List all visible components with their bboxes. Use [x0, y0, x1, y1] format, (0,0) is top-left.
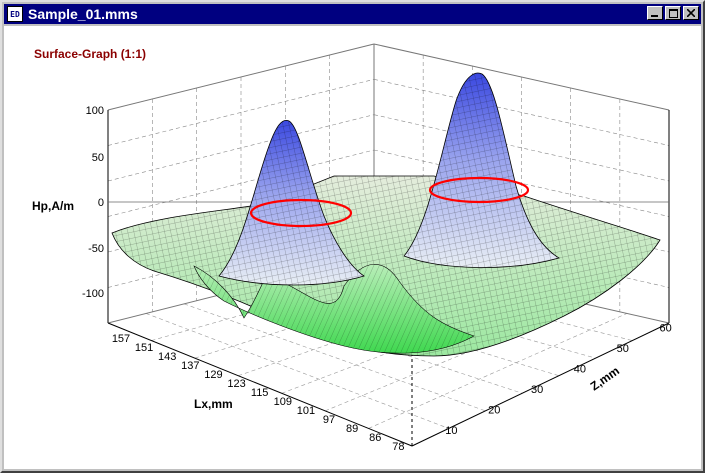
x-tick-label: 86 [369, 432, 381, 444]
grid-line [107, 220, 375, 288]
surface-graph[interactable]: Surface-Graph (1:1) 100 50 0 -50 -100 157 151 1… [4, 26, 701, 469]
window-controls [645, 6, 699, 20]
graph-title: Surface-Graph (1:1) [34, 47, 146, 61]
title-bar[interactable]: ED Sample_01.mms [4, 4, 701, 24]
x-tick-label: 78 [392, 441, 404, 453]
x-tick-label: 101 [297, 405, 315, 417]
grid-line [107, 114, 375, 182]
x-tick-label: 137 [181, 360, 199, 372]
y-tick-label: 30 [531, 384, 543, 396]
x-tick-label: 89 [346, 423, 358, 435]
x-tick-label: 97 [323, 414, 335, 426]
surface-peak-right-mesh [404, 73, 559, 268]
close-icon [687, 9, 695, 17]
x-tick-label: 143 [158, 351, 176, 363]
x-tick-label: 151 [135, 342, 153, 354]
y-tick-label: 60 [659, 322, 671, 334]
x-tick-label: 157 [112, 333, 130, 345]
y-tick-label: 50 [617, 343, 629, 355]
z-tick-label: 100 [86, 105, 104, 117]
axis-labels: 100500-50-100157151143137129123115109101… [32, 105, 672, 453]
grid-line [107, 149, 375, 217]
surface-peak-left-mesh [219, 120, 364, 285]
grid-line [151, 265, 417, 341]
x-axis-title: Lx,mm [194, 397, 233, 411]
z-tick-label: -100 [82, 288, 104, 300]
window-title: Sample_01.mms [28, 6, 138, 22]
app-icon: ED [7, 6, 23, 22]
x-tick-label: 123 [227, 378, 245, 390]
maximize-icon [668, 8, 678, 18]
box-edge [373, 43, 670, 111]
grid-line [183, 303, 486, 412]
z-tick-label: -50 [88, 243, 104, 255]
box-edge [107, 43, 375, 111]
y-axis-title: Z,mm [588, 364, 622, 394]
minimize-icon [651, 15, 658, 17]
z-tick-label: 0 [98, 197, 104, 209]
maximize-button[interactable] [665, 6, 681, 20]
y-tick-label: 20 [488, 404, 500, 416]
y-tick-label: 40 [574, 363, 586, 375]
contour-ring-left [249, 198, 353, 228]
grid-line [145, 313, 449, 429]
graph-area: Surface-Graph (1:1) 100 50 0 -50 -100 157 151 1… [4, 26, 701, 469]
surface-valley-mesh [194, 264, 474, 354]
z-tick-label: 50 [92, 152, 104, 164]
surface-mesh [111, 72, 661, 357]
box-edge [411, 322, 670, 447]
x-tick-label: 109 [274, 396, 292, 408]
contour-ring-right [428, 176, 530, 204]
grid-line [373, 149, 670, 217]
x-tick-label: 115 [251, 387, 269, 399]
y-tick-label: 10 [445, 425, 457, 437]
grid-line [373, 114, 670, 182]
box-edge [107, 322, 413, 447]
grid-line [373, 79, 670, 146]
grid-line [368, 313, 627, 429]
z-axis-title: Hp,A/m [32, 199, 74, 213]
grid-line [107, 79, 375, 146]
minimize-button[interactable] [647, 6, 663, 20]
x-tick-label: 129 [204, 369, 222, 381]
close-button[interactable] [683, 6, 699, 20]
